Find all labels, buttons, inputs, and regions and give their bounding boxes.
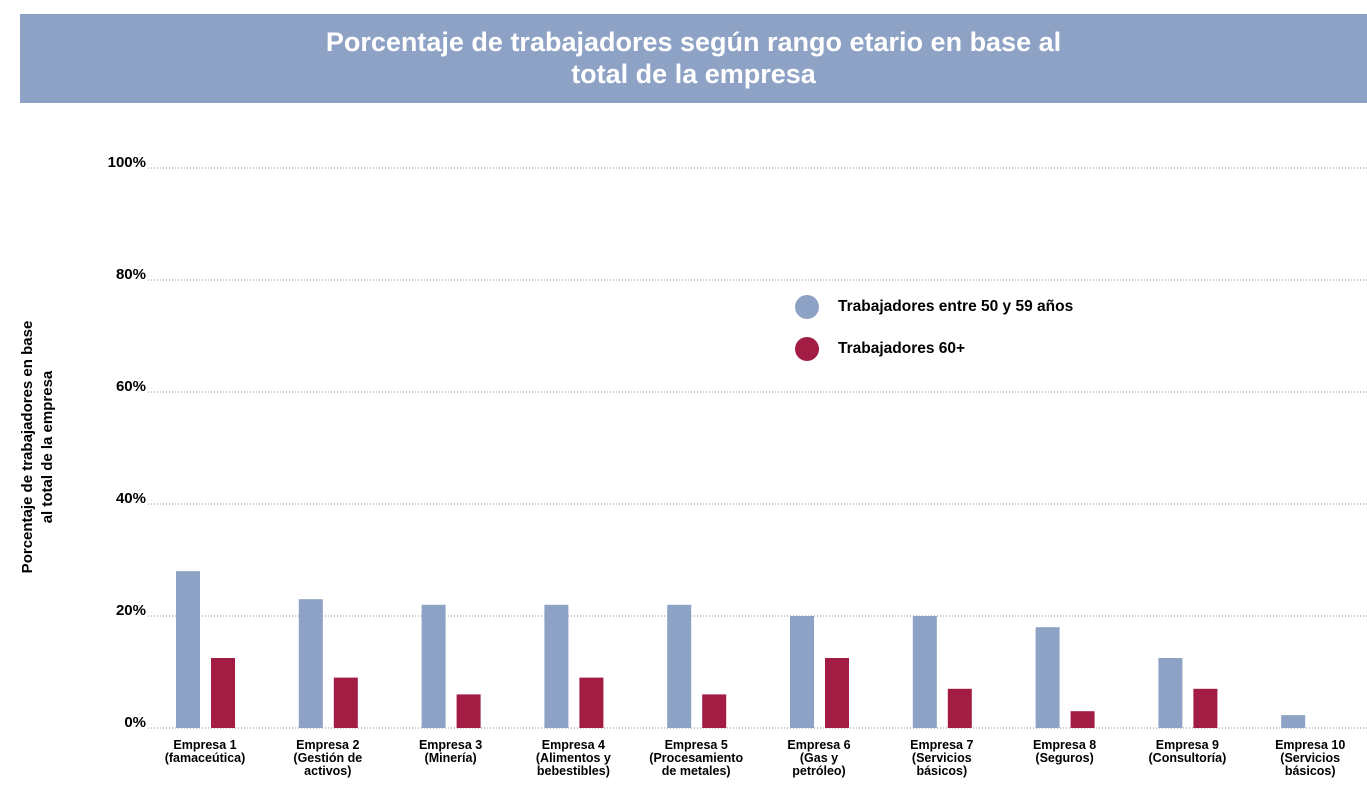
title-box: Porcentaje de trabajadores según rango e… (325, 27, 1062, 89)
bar (1158, 658, 1183, 728)
x-tick-label: Empresa 7 (Servicios básicos) (910, 739, 974, 778)
x-tick-box: Empresa 6 (Gas y petróleo) (787, 739, 851, 778)
bar (298, 599, 323, 728)
x-tick-box: Empresa 4 (Alimentos y bebestibles) (535, 739, 611, 778)
bar (667, 604, 692, 728)
bar (825, 658, 849, 728)
title-banner (20, 14, 1367, 103)
y-tick-label: 100% (108, 154, 146, 171)
bar (1193, 688, 1218, 728)
x-tick-label: Empresa 3 (Minería) (418, 739, 483, 765)
x-tick-box: Empresa 5 (Procesamiento de metales) (649, 739, 744, 778)
x-tick-box: Empresa 8 (Seguros) (1032, 739, 1097, 765)
y-tick-label: 20% (116, 602, 146, 619)
bar (333, 677, 358, 728)
x-tick-box: Empresa 3 (Minería) (418, 739, 483, 765)
y-label-box: Porcentaje de trabajadores en base al to… (19, 320, 56, 574)
x-tick-box: Empresa 7 (Servicios básicos) (910, 739, 974, 778)
legend-label: Trabajadores 60+ (838, 340, 965, 357)
bar (421, 604, 446, 728)
y-tick-label: 0% (124, 714, 146, 731)
legend-label: Trabajadores entre 50 y 59 años (838, 298, 1073, 315)
y-axis-label: Porcentaje de trabajadores en base al to… (19, 320, 56, 574)
x-tick-box: Empresa 2 (Gestión de activos) (293, 739, 363, 778)
x-tick-box: Empresa 1 (famaceútica) (164, 739, 246, 765)
x-tick-label: Empresa 8 (Seguros) (1032, 739, 1097, 765)
bar (211, 658, 235, 728)
x-tick-box: Empresa 9 (Consultoría) (1148, 739, 1227, 765)
bar (702, 694, 727, 728)
bar (176, 571, 200, 728)
y-tick-label: 80% (116, 266, 146, 283)
x-tick-label: Empresa 5 (Procesamiento de metales) (649, 739, 744, 778)
x-tick-label: Empresa 1 (famaceútica) (164, 739, 246, 765)
x-tick-label: Empresa 4 (Alimentos y bebestibles) (535, 739, 611, 778)
legend-marker (795, 295, 819, 319)
bar (579, 677, 604, 728)
bar (1070, 711, 1095, 728)
bar (1035, 627, 1060, 728)
legend-marker (795, 337, 819, 361)
bar (456, 694, 481, 728)
bar (1281, 715, 1306, 728)
x-tick-box: Empresa 10 (Servicios básicos) (1275, 739, 1346, 778)
x-tick-label: Empresa 6 (Gas y petróleo) (787, 739, 851, 778)
x-tick-label: Empresa 2 (Gestión de activos) (293, 739, 363, 778)
chart-title: Porcentaje de trabajadores según rango e… (325, 27, 1062, 89)
bar (790, 616, 814, 728)
y-tick-label: 60% (116, 378, 146, 395)
x-tick-label: Empresa 10 (Servicios básicos) (1275, 739, 1346, 778)
bar (947, 688, 972, 728)
bar (544, 604, 569, 728)
x-tick-label: Empresa 9 (Consultoría) (1148, 739, 1227, 765)
bar (912, 616, 937, 728)
y-tick-label: 40% (116, 490, 146, 507)
